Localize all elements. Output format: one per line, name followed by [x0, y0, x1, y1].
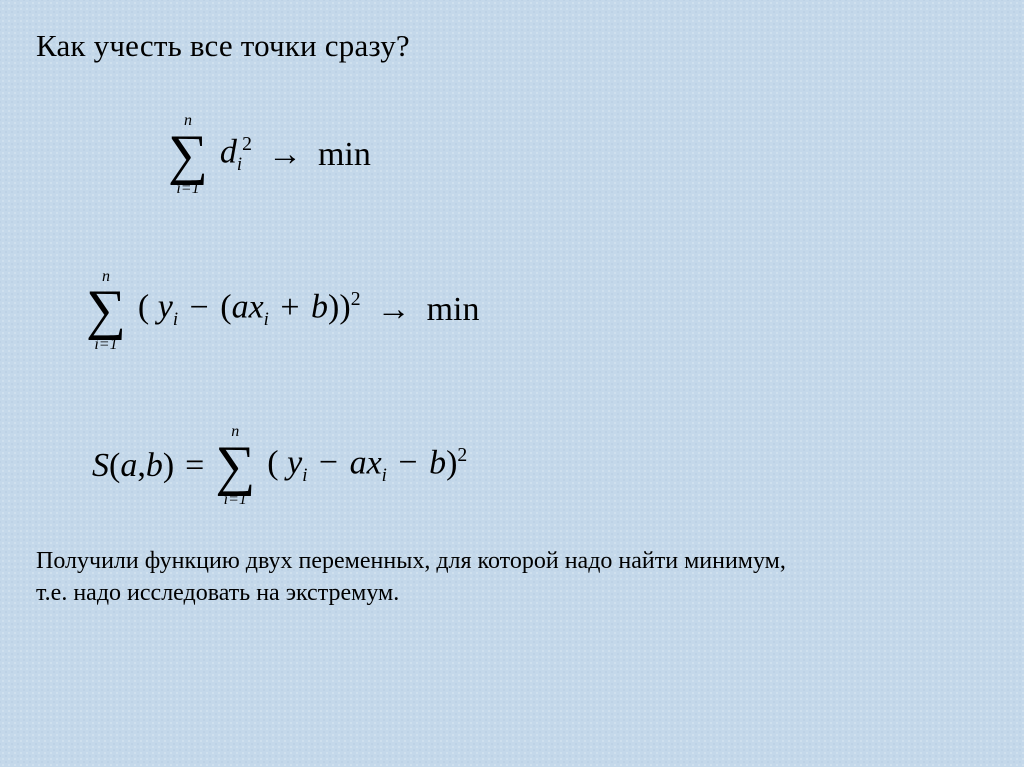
- min-text: min: [427, 293, 480, 327]
- sigma-sum: n ∑ i=1: [215, 423, 255, 509]
- arrow-icon: →: [369, 293, 419, 327]
- sigma-icon: ∑: [86, 285, 126, 335]
- equation-2: n ∑ i=1 ( yi − (axi + b))2 → min: [86, 268, 988, 354]
- slide-title: Как учесть все точки сразу?: [36, 28, 988, 64]
- lhs: S(a,b): [92, 449, 174, 483]
- sum-lower: i=1: [176, 180, 199, 198]
- min-text: min: [318, 138, 371, 172]
- rhs: ( yi − axi − b)2: [267, 446, 467, 486]
- sum-lower: i=1: [94, 336, 117, 354]
- equation-3: S(a,b) = n ∑ i=1 ( yi − axi − b)2: [92, 423, 988, 509]
- arrow-icon: →: [260, 138, 310, 172]
- body-line-1: Получили функцию двух переменных, для ко…: [36, 548, 786, 574]
- sum-lower: i=1: [224, 491, 247, 509]
- sigma-sum: n ∑ i=1: [86, 268, 126, 354]
- body-line-2: т.е. надо исследовать на экстремум.: [36, 580, 399, 606]
- sigma-icon: ∑: [168, 130, 208, 180]
- term-d: di2: [220, 135, 252, 175]
- sigma-icon: ∑: [215, 441, 255, 491]
- sigma-sum: n ∑ i=1: [168, 112, 208, 198]
- expression: ( yi − (axi + b))2: [138, 290, 361, 330]
- equals-sign: =: [182, 449, 207, 483]
- slide: Как учесть все точки сразу? n ∑ i=1 di2 …: [0, 0, 1024, 767]
- body-text: Получили функцию двух переменных, для ко…: [36, 545, 988, 610]
- equation-1: n ∑ i=1 di2 → min: [168, 112, 988, 198]
